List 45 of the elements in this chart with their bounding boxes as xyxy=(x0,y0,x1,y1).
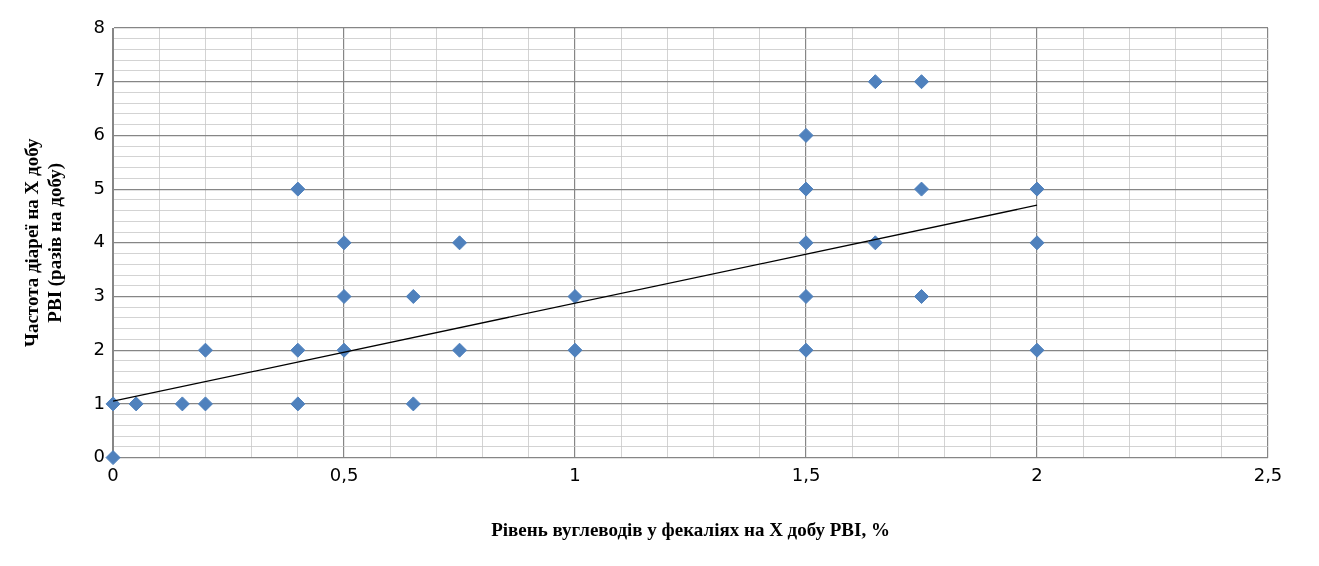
point xyxy=(914,74,930,90)
y-tick-label: 1 xyxy=(93,391,106,413)
y-axis-title: Частота діареї на Х добу PBI (разів на добу) xyxy=(21,138,67,348)
y-tick-label: 8 xyxy=(93,15,106,37)
point xyxy=(914,289,930,304)
x-axis-title: Рівень вуглеводів у фекаліях на Х добу PBI, % xyxy=(491,518,890,540)
point xyxy=(798,342,814,358)
point xyxy=(452,342,468,358)
point xyxy=(197,342,213,358)
point xyxy=(336,289,352,304)
y-tick-label: 5 xyxy=(93,176,106,198)
point xyxy=(1029,235,1045,251)
point xyxy=(798,127,814,143)
point xyxy=(1029,181,1045,197)
point xyxy=(290,181,306,197)
y-tick-label: 4 xyxy=(93,230,106,252)
point xyxy=(405,396,421,412)
point xyxy=(290,396,306,412)
point xyxy=(798,289,814,304)
x-tick-label: 2 xyxy=(1031,464,1043,486)
point xyxy=(567,342,583,358)
point xyxy=(1029,342,1045,358)
y-tick-label: 6 xyxy=(93,123,106,145)
x-tick-label: 1,5 xyxy=(791,464,821,486)
x-tick-label: 2,5 xyxy=(1253,464,1283,486)
y-tick-label: 2 xyxy=(93,337,106,359)
point xyxy=(105,396,121,412)
point xyxy=(452,235,468,251)
point xyxy=(290,342,306,358)
point xyxy=(798,235,814,251)
point xyxy=(128,396,144,412)
x-tick-label: 0,5 xyxy=(329,464,359,486)
point xyxy=(867,74,883,90)
y-tick-label: 7 xyxy=(93,69,106,91)
point xyxy=(336,235,352,251)
point xyxy=(197,396,213,412)
y-tick-label: 0 xyxy=(93,445,106,467)
point xyxy=(914,181,930,197)
point xyxy=(174,396,190,412)
point xyxy=(105,450,121,466)
point xyxy=(567,289,583,304)
point xyxy=(798,181,814,197)
point xyxy=(405,289,421,304)
y-tick-label: 3 xyxy=(93,284,106,306)
x-tick-label: 1 xyxy=(569,464,581,486)
